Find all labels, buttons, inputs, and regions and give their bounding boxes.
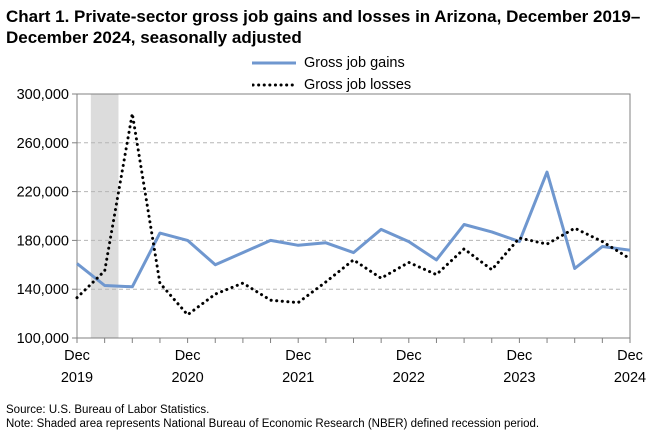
legend-item-losses: Gross job losses [252,74,411,96]
series-line-gross-job-losses [75,112,632,317]
line-chart: 100,000 140,000 180,000 220,000 260,000 300,0… [17,87,647,386]
x-tick-label-month: Dec [285,348,311,364]
y-tick-label: 300,000 [17,87,69,103]
legend-label-losses: Gross job losses [304,77,412,93]
recession-note: Note: Shaded area represents National Bu… [6,418,540,430]
legend-label-gains: Gross job gains [304,55,405,71]
plot-area-border [76,93,631,339]
x-tick-label-year: 2022 [393,370,425,386]
chart-footer: Source: U.S. Bureau of Labor Statistics.… [6,403,539,431]
chart-legend: Gross job gains Gross job losses [252,52,411,96]
x-tick-label-month: Dec [396,348,422,364]
x-tick-label-month: Dec [175,348,201,364]
x-tick-label-month: Dec [507,348,533,364]
y-tick-label: 140,000 [17,282,69,298]
x-tick-label-year: 2019 [61,370,93,386]
series-line-gross-job-gains [76,170,631,289]
y-tick-label: 260,000 [17,136,69,152]
source-note: Source: U.S. Bureau of Labor Statistics. [6,404,210,416]
x-tick-label-year: 2024 [614,370,646,386]
legend-swatch-losses [252,83,296,87]
y-tick-label: 220,000 [17,185,69,201]
y-tick-label: 180,000 [17,233,69,249]
legend-item-gains: Gross job gains [252,52,411,74]
chart-title: Chart 1. Private-sector gross job gains … [6,7,641,47]
x-tick-label-year: 2023 [503,370,535,386]
x-tick-label-month: Dec [617,348,643,364]
x-tick-label-year: 2021 [282,370,314,386]
y-tick-label: 100,000 [17,331,69,347]
legend-swatch-gains [252,61,296,65]
x-tick-label-year: 2020 [171,370,203,386]
x-tick-label-month: Dec [64,348,90,364]
